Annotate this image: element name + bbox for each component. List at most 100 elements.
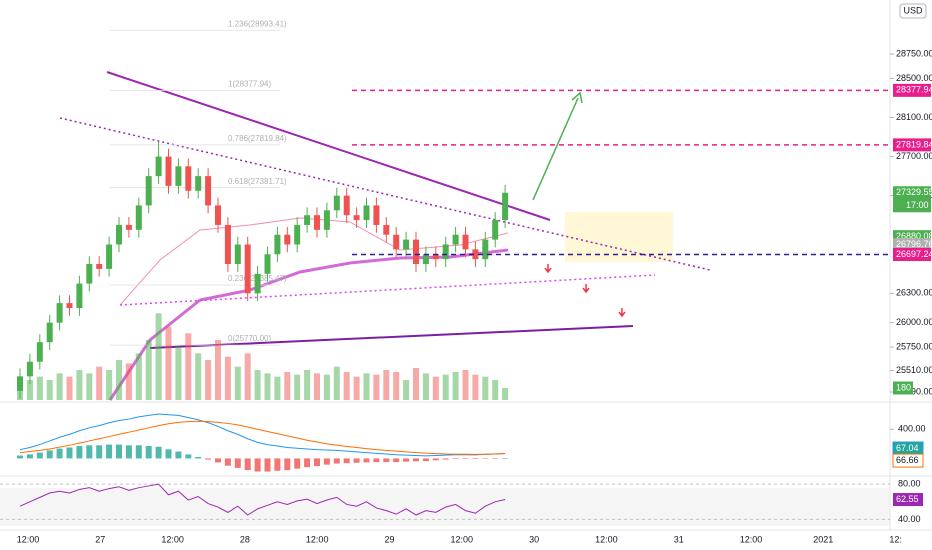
- volume-bar: [224, 356, 231, 400]
- volume-bar: [46, 380, 53, 400]
- candle-body: [254, 273, 261, 294]
- x-tick-label: 28: [240, 534, 250, 544]
- volume-bar: [135, 353, 142, 400]
- candle-body: [66, 303, 73, 308]
- volume-bar: [116, 360, 122, 400]
- macd-histogram: [106, 444, 113, 459]
- current-price: 27329.55: [896, 187, 932, 197]
- moving-average: [119, 217, 509, 306]
- macd-histogram: [195, 456, 202, 459]
- fib-label: 0(25770.00): [228, 334, 271, 343]
- signal-label: 66.66: [896, 455, 919, 465]
- candle-body: [155, 156, 162, 177]
- candle-body: [185, 166, 192, 191]
- trend-line: [149, 325, 634, 349]
- arrow: [532, 97, 579, 201]
- candle-body: [244, 244, 251, 294]
- fib-label: 1(28377.94): [228, 79, 271, 88]
- macd-histogram: [125, 445, 132, 459]
- macd-histogram: [175, 451, 182, 459]
- volume-bar: [492, 380, 499, 400]
- macd-histogram: [215, 458, 221, 463]
- volume-bar: [205, 360, 212, 400]
- signal-line: [19, 420, 506, 455]
- macd-histogram: [422, 458, 429, 462]
- volume-label: 180: [896, 382, 911, 392]
- price-tag: [893, 83, 931, 97]
- volume-bar: [422, 373, 429, 400]
- macd-histogram: [264, 458, 271, 472]
- volume-bar: [472, 374, 479, 400]
- candle-body: [314, 215, 320, 230]
- macd-histogram: [462, 458, 469, 459]
- price-tag: [893, 138, 931, 152]
- candle-body: [363, 205, 370, 221]
- macd-histogram: [86, 445, 93, 459]
- volume-bar: [274, 376, 281, 400]
- volume-bar: [343, 372, 350, 400]
- candle-body: [135, 205, 142, 230]
- x-tick-label: 31: [674, 534, 684, 544]
- candle-body: [482, 239, 489, 260]
- candle-body: [373, 205, 380, 225]
- trend-line: [119, 274, 656, 306]
- volume-bar: [393, 372, 400, 400]
- candle-body: [502, 192, 509, 221]
- volume-bar: [413, 368, 419, 400]
- currency-box[interactable]: [899, 3, 927, 19]
- x-tick-label: 12:00: [306, 534, 329, 544]
- candle-body: [323, 210, 330, 230]
- price-tag-label: 27819.84: [896, 139, 932, 149]
- macd-histogram: [224, 458, 231, 466]
- macd-histogram: [452, 458, 459, 460]
- arrow-head: [571, 91, 583, 104]
- y-tick-label: 25510.00: [896, 365, 932, 375]
- x-tick-label: 12:00: [17, 534, 40, 544]
- currency: USD: [903, 5, 923, 15]
- volume-bar: [333, 366, 340, 400]
- y-tick-label: 25290.00: [896, 386, 932, 396]
- volume-bar: [363, 373, 370, 400]
- volume-bar: [145, 340, 152, 400]
- candle-body: [145, 176, 152, 206]
- macd-histogram: [244, 458, 251, 471]
- y-tick-label: 28750.00: [896, 48, 932, 58]
- macd-histogram: [234, 458, 241, 468]
- candle-body: [86, 264, 93, 284]
- y-tick-label: 28100.00: [896, 112, 932, 122]
- candle-body: [413, 239, 419, 265]
- macd-histogram: [333, 458, 340, 464]
- macd-histogram: [343, 458, 350, 464]
- arrow: [618, 308, 626, 318]
- candle-body: [234, 244, 241, 265]
- x-tick-label: 30: [529, 534, 539, 544]
- macd-histogram: [274, 458, 281, 471]
- macd-histogram: [472, 458, 479, 460]
- macd-histogram: [393, 458, 400, 463]
- volume-bar: [215, 340, 221, 400]
- volume-bar: [304, 370, 311, 400]
- candle-body: [472, 249, 479, 260]
- x-tick-label: 12:00: [740, 534, 763, 544]
- volume-bar: [76, 370, 83, 400]
- macd-histogram: [373, 458, 380, 463]
- cloud: [565, 212, 673, 262]
- candle-body: [195, 176, 202, 191]
- macd-histogram: [482, 458, 489, 459]
- macd-histogram: [442, 458, 449, 460]
- macd-histogram: [432, 458, 439, 461]
- macd-histogram: [323, 458, 330, 465]
- y-tick-label: 28500.00: [896, 73, 932, 83]
- trend-line: [106, 71, 551, 221]
- rsi-label: 62.55: [896, 494, 919, 504]
- volume-bar: [106, 370, 113, 400]
- volume-bar: [403, 380, 410, 400]
- candle-body: [393, 234, 400, 250]
- macd-histogram: [403, 458, 410, 462]
- volume-bar: [264, 373, 271, 400]
- candle-body: [116, 224, 122, 245]
- macd-histogram: [205, 458, 212, 460]
- volume-bar: [165, 326, 172, 400]
- price-tag-label: 28377.94: [896, 85, 932, 95]
